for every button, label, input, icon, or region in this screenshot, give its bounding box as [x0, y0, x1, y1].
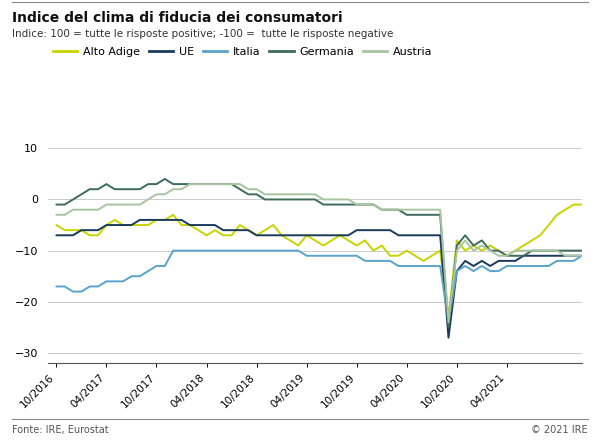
Text: Fonte: IRE, Eurostat: Fonte: IRE, Eurostat [12, 425, 109, 435]
Text: Indice del clima di fiducia dei consumatori: Indice del clima di fiducia dei consumat… [12, 11, 343, 25]
Legend: Alto Adige, UE, Italia, Germania, Austria: Alto Adige, UE, Italia, Germania, Austri… [48, 42, 437, 62]
Text: © 2021 IRE: © 2021 IRE [532, 425, 588, 435]
Text: Indice: 100 = tutte le risposte positive; -100 =  tutte le risposte negative: Indice: 100 = tutte le risposte positive… [12, 29, 394, 39]
